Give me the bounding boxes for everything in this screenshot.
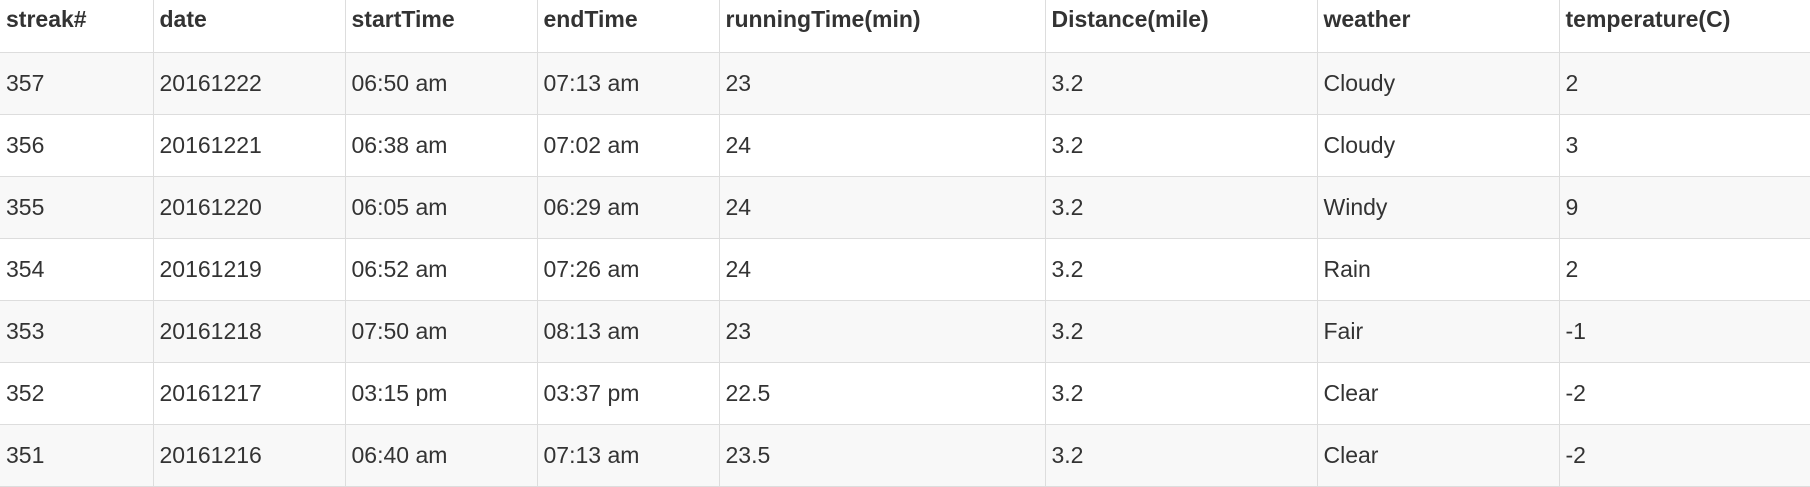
running-time-cell: 24 [718,114,1046,177]
table-row: 351 20161216 06:40 am 07:13 am 23.5 3.2 Clear -… [0,424,1810,487]
distance-cell: 3.2 [1044,176,1318,239]
table-row: 357 20161222 06:50 am 07:13 am 23 3.2 Cloudy 2 [0,52,1810,115]
temperature-cell: -1 [1558,300,1810,363]
temperature-cell: 2 [1558,52,1810,115]
table-row: 354 20161219 06:52 am 07:26 am 24 3.2 Rain 2 [0,238,1810,301]
table-header: streak# date startTime endTime runningTi… [0,0,1810,53]
end-time-cell: 03:37 pm [536,362,720,425]
column-header-distance: Distance(mile) [1044,0,1318,53]
start-time-cell: 06:38 am [344,114,538,177]
start-time-cell: 07:50 am [344,300,538,363]
streak-cell: 355 [0,176,154,239]
running-time-cell: 24 [718,176,1046,239]
streak-cell: 353 [0,300,154,363]
streak-cell: 356 [0,114,154,177]
temperature-cell: -2 [1558,424,1810,487]
weather-cell: Fair [1316,300,1560,363]
column-header-end-time: endTime [536,0,720,53]
end-time-cell: 07:13 am [536,52,720,115]
start-time-cell: 06:05 am [344,176,538,239]
weather-cell: Clear [1316,424,1560,487]
weather-cell: Windy [1316,176,1560,239]
start-time-cell: 06:40 am [344,424,538,487]
weather-cell: Cloudy [1316,52,1560,115]
end-time-cell: 07:02 am [536,114,720,177]
date-cell: 20161220 [152,176,346,239]
temperature-cell: 3 [1558,114,1810,177]
temperature-cell: 9 [1558,176,1810,239]
table-row: 355 20161220 06:05 am 06:29 am 24 3.2 Windy 9 [0,176,1810,239]
running-time-cell: 22.5 [718,362,1046,425]
table-row: 353 20161218 07:50 am 08:13 am 23 3.2 Fair -1 [0,300,1810,363]
column-header-date: date [152,0,346,53]
column-header-start-time: startTime [344,0,538,53]
date-cell: 20161219 [152,238,346,301]
table-row: 356 20161221 06:38 am 07:02 am 24 3.2 Cloudy 3 [0,114,1810,177]
running-time-cell: 23 [718,300,1046,363]
distance-cell: 3.2 [1044,114,1318,177]
running-time-cell: 24 [718,238,1046,301]
date-cell: 20161221 [152,114,346,177]
temperature-cell: 2 [1558,238,1810,301]
column-header-streak: streak# [0,0,154,53]
column-header-temperature: temperature(C) [1558,0,1810,53]
streak-cell: 354 [0,238,154,301]
weather-cell: Rain [1316,238,1560,301]
distance-cell: 3.2 [1044,424,1318,487]
header-row: streak# date startTime endTime runningTi… [0,0,1810,53]
end-time-cell: 08:13 am [536,300,720,363]
weather-cell: Cloudy [1316,114,1560,177]
table-body: 357 20161222 06:50 am 07:13 am 23 3.2 Cloudy 2 3… [0,52,1810,487]
weather-cell: Clear [1316,362,1560,425]
column-header-weather: weather [1316,0,1560,53]
distance-cell: 3.2 [1044,52,1318,115]
date-cell: 20161217 [152,362,346,425]
date-cell: 20161222 [152,52,346,115]
distance-cell: 3.2 [1044,238,1318,301]
start-time-cell: 06:50 am [344,52,538,115]
streak-cell: 352 [0,362,154,425]
distance-cell: 3.2 [1044,300,1318,363]
distance-cell: 3.2 [1044,362,1318,425]
temperature-cell: -2 [1558,362,1810,425]
streak-cell: 357 [0,52,154,115]
end-time-cell: 07:26 am [536,238,720,301]
streak-cell: 351 [0,424,154,487]
start-time-cell: 03:15 pm [344,362,538,425]
column-header-running-time: runningTime(min) [718,0,1046,53]
end-time-cell: 06:29 am [536,176,720,239]
end-time-cell: 07:13 am [536,424,720,487]
date-cell: 20161218 [152,300,346,363]
table-row: 352 20161217 03:15 pm 03:37 pm 22.5 3.2 Clear -… [0,362,1810,425]
running-time-cell: 23.5 [718,424,1046,487]
running-time-cell: 23 [718,52,1046,115]
date-cell: 20161216 [152,424,346,487]
start-time-cell: 06:52 am [344,238,538,301]
